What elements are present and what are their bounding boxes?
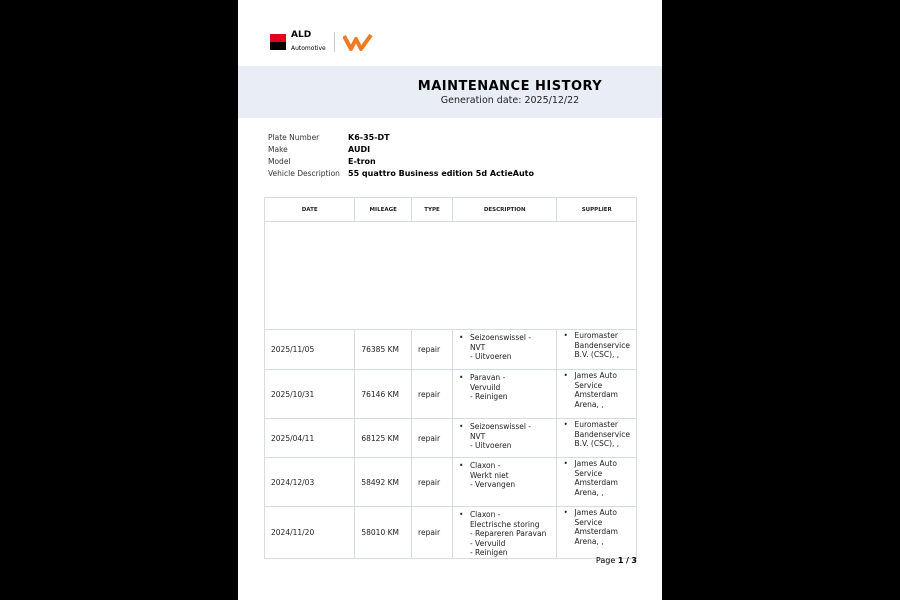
divider bbox=[333, 32, 335, 52]
description-cell: Claxon - Electrische storing - Repareren… bbox=[451, 506, 558, 559]
supplier-cell: James Auto Service Amsterdam Arena, , bbox=[556, 506, 637, 559]
description-cell: Claxon - Werkt niet - Vervangen bbox=[451, 457, 558, 507]
supplier-cell: Euromaster Bandenservice B.V. (CSC), , bbox=[556, 418, 637, 458]
document-page: ALD Automotive MAINTENANCE HISTORY Genera… bbox=[238, 0, 662, 600]
info-value: 55 quattro Business edition 5d ActieAuto bbox=[348, 168, 534, 178]
mileage-cell: 68125 KM bbox=[354, 418, 413, 458]
info-value: K6-35-DT bbox=[348, 132, 390, 142]
title-band: MAINTENANCE HISTORY Generation date: 202… bbox=[238, 66, 662, 118]
column-header: DESCRIPTION bbox=[451, 197, 558, 222]
date-cell: 2024/11/20 bbox=[263, 506, 356, 559]
info-value: AUDI bbox=[348, 144, 371, 154]
info-label: Make bbox=[268, 144, 288, 154]
ald-logo-icon bbox=[270, 34, 286, 50]
info-row: Make AUDI bbox=[268, 143, 534, 155]
info-label: Plate Number bbox=[268, 132, 320, 142]
supplier-cell: Euromaster Bandenservice B.V. (CSC), , bbox=[556, 329, 637, 370]
supplier-cell: James Auto Service Amsterdam Arena, , bbox=[556, 457, 637, 507]
date-cell: 2025/10/31 bbox=[263, 369, 356, 419]
page-indicator: Page 1 / 3 bbox=[595, 556, 637, 565]
info-row: Model E-tron bbox=[268, 155, 534, 167]
logo: ALD Automotive bbox=[270, 31, 373, 53]
empty-row bbox=[264, 221, 637, 330]
mileage-cell: 76385 KM bbox=[354, 329, 413, 370]
mileage-cell: 58492 KM bbox=[354, 457, 413, 507]
vehicle-info: Plate Number K6-35-DT Make AUDI Model E-tron V… bbox=[268, 131, 534, 179]
leaseplan-logo-icon bbox=[342, 33, 373, 51]
mileage-cell: 76146 KM bbox=[354, 369, 413, 419]
date-cell: 2025/11/05 bbox=[263, 329, 356, 370]
supplier-cell: James Auto Service Amsterdam Arena, , bbox=[556, 369, 637, 419]
type-cell: repair bbox=[411, 418, 453, 458]
description-cell: Seizoenswissel - NVT - Uitvoeren bbox=[451, 418, 558, 458]
date-cell: 2025/04/11 bbox=[263, 418, 356, 458]
type-cell: repair bbox=[411, 506, 453, 559]
mileage-cell: 58010 KM bbox=[354, 506, 413, 559]
description-cell: Paravan - Vervuild - Reinigen bbox=[451, 369, 558, 419]
brand: ALD bbox=[291, 30, 312, 40]
maintenance-table: DATE MILEAGE TYPE DESCRIPTION SUPPLIER 2025/… bbox=[263, 197, 637, 559]
description-cell: Seizoenswissel - NVT - Uitvoeren bbox=[451, 329, 558, 370]
type-cell: repair bbox=[411, 457, 453, 507]
column-header: SUPPLIER bbox=[556, 197, 637, 222]
info-label: Vehicle Description bbox=[268, 168, 340, 178]
type-cell: repair bbox=[411, 329, 453, 370]
info-label: Model bbox=[268, 156, 291, 166]
info-row: Vehicle Description 55 quattro Business e… bbox=[268, 167, 534, 179]
page-title: MAINTENANCE HISTORY bbox=[417, 79, 603, 94]
info-row: Plate Number K6-35-DT bbox=[268, 131, 534, 143]
column-header: TYPE bbox=[411, 197, 453, 222]
date-cell: 2024/12/03 bbox=[263, 457, 356, 507]
brand-sub: Automotive bbox=[291, 45, 326, 52]
info-value: E-tron bbox=[348, 156, 376, 166]
column-header: DATE bbox=[263, 197, 356, 222]
column-header: MILEAGE bbox=[354, 197, 413, 222]
type-cell: repair bbox=[411, 369, 453, 419]
generation-date: Generation date: 2025/12/22 bbox=[440, 95, 580, 106]
